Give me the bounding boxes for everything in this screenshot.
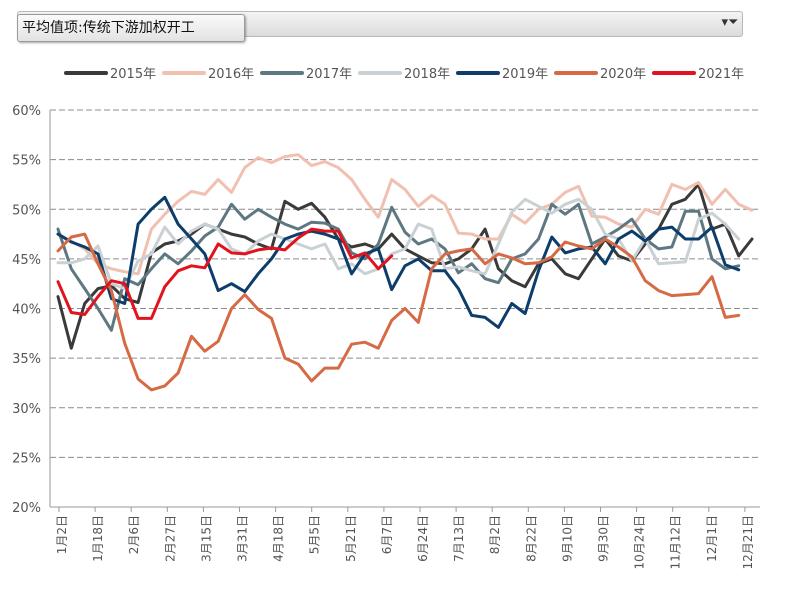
series-line-2017年 <box>56 202 741 332</box>
y-tick-label: 50% <box>12 203 41 218</box>
gridlines <box>50 109 760 458</box>
legend-label: 2018年 <box>404 67 450 82</box>
x-tick-label: 6月7日 <box>380 515 394 554</box>
x-tick-label: 1月18日 <box>91 515 105 562</box>
y-tick-label: 25% <box>12 451 41 466</box>
x-tick-label: 6月24日 <box>416 515 430 562</box>
x-tick-label: 12月21日 <box>741 515 755 570</box>
x-tick-label: 9月10日 <box>560 515 574 562</box>
x-tick-label: 10月24日 <box>633 515 647 570</box>
x-tick-label: 7月13日 <box>452 515 466 562</box>
series-lines <box>56 153 754 392</box>
series-line-2021年 <box>56 227 394 320</box>
x-tick-label: 3月31日 <box>236 515 250 562</box>
legend-label: 2016年 <box>208 67 254 82</box>
y-axis: 20% 25% 30% 35% 40% 45% 50% 55% 60% <box>12 104 51 516</box>
x-tick-label: 12月1日 <box>705 515 719 562</box>
legend: 2015年 2016年 2017年 2018年 2019年 2020年 2021年 <box>64 67 744 82</box>
series-line-2016年 <box>56 153 754 276</box>
x-tick-label: 8月22日 <box>524 515 538 562</box>
x-tick-label: 2月27日 <box>163 515 177 562</box>
y-tick-label: 35% <box>12 352 41 367</box>
legend-label: 2017年 <box>306 67 352 82</box>
series-line-2018年 <box>56 197 741 291</box>
x-tick-label: 5月5日 <box>308 515 322 554</box>
x-tick-label: 3月15日 <box>199 515 213 562</box>
filter-field-button[interactable]: 平均值项:传统下游加权开工 <box>17 14 245 42</box>
x-tick-label: 9月30日 <box>597 515 611 562</box>
x-axis: 1月2日 1月18日 2月6日 2月27日 3月15日 3月31日 4月18日 5月5日 5月2… <box>50 506 760 570</box>
y-tick-label: 20% <box>12 501 41 516</box>
y-tick-label: 30% <box>12 402 41 417</box>
legend-label: 2021年 <box>698 67 744 82</box>
legend-label: 2019年 <box>502 67 548 82</box>
legend-label: 2020年 <box>600 67 646 82</box>
y-tick-label: 40% <box>12 303 41 318</box>
y-tick-label: 60% <box>12 104 41 119</box>
legend-label: 2015年 <box>110 67 156 82</box>
x-tick-label: 5月21日 <box>344 515 358 562</box>
series-line-2020年 <box>56 232 741 392</box>
y-tick-label: 55% <box>12 154 41 169</box>
x-tick-label: 8月2日 <box>488 515 502 554</box>
x-tick-label: 11月12日 <box>669 515 683 570</box>
filter-dropdown-icon[interactable]: ▾⏷ <box>721 15 739 30</box>
x-tick-label: 4月18日 <box>272 515 286 562</box>
y-tick-label: 45% <box>12 253 41 268</box>
series-line-2019年 <box>56 195 741 329</box>
x-tick-label: 1月2日 <box>55 515 69 554</box>
x-tick-label: 2月6日 <box>127 515 141 554</box>
